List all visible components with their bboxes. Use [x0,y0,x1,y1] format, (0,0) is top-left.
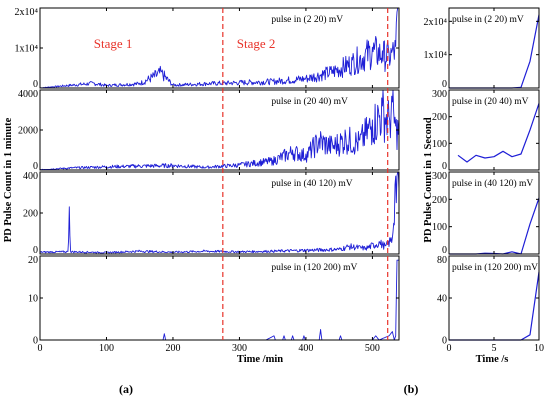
b-panel-1-ytick-label-2: 2x10⁴ [424,17,448,28]
b-series-line-2 [457,103,540,163]
a-xtick-label-5: 500 [365,343,380,354]
b-series-line-4 [449,271,540,341]
b-series-line-3 [449,197,540,255]
b-panel-4-ytick-label-0: 0 [442,336,447,347]
a-panel-4-ytick-label-0: 0 [33,336,38,347]
chart-a-sublabel: (a) [119,382,133,396]
stage-label-1: Stage 1 [94,36,133,51]
chart-b-lines [449,14,540,341]
a-xtick-label-4: 400 [298,343,313,354]
b-panel-3-ytick-label-0: 0 [442,245,447,256]
chart-b-sublabel: (b) [404,382,419,396]
b-panel-1-ytick-label-1: 1x10⁴ [424,50,448,61]
a-panel-3-ytick-label-0: 0 [33,245,38,256]
a-panel-label-4: pulse in (120 200) mV [271,262,357,273]
chart-a-frames [39,7,400,341]
b-panel-label-1: pulse in (2 20) mV [452,14,524,25]
b-panel-2-ytick-label-0: 0 [442,161,447,172]
a-panel-label-1: pulse in (2 20) mV [271,14,343,25]
a-panel-1-ytick-label-0: 0 [33,79,38,90]
chart-b-y-axis-title: PD Pulse Count in 1 Second [423,117,434,242]
b-panel-2-ytick-label-3: 300 [432,89,447,100]
b-panel-label-2: pulse in (20 40) mV [452,96,529,107]
chart-a-lines [39,7,400,341]
chart-b-frames [448,7,540,341]
b-panel-label-4: pulse in (120 200) mV [452,262,538,273]
chart-b-x-axis-title: Time /s [476,354,509,365]
a-panel-3-ytick-label-1: 200 [23,209,38,220]
b-series-line-1 [449,14,540,89]
a-series-line-2 [40,89,400,171]
b-xtick-label-2: 10 [534,343,544,354]
b-panel-3-ytick-label-1: 100 [432,222,447,233]
chart-a-x-axis-title: Time /min [237,354,283,365]
b-panel-3-ytick-label-3: 300 [432,171,447,182]
b-panel-label-3: pulse in (40 120) mV [452,178,533,189]
a-xtick-label-2: 200 [165,343,180,354]
a-panel-3-ytick-label-2: 400 [23,171,38,182]
a-panel-2-ytick-label-1: 2000 [18,126,38,137]
a-panel-1-ytick-label-2: 2x10⁴ [15,7,39,18]
a-panel-2-ytick-label-0: 0 [33,161,38,172]
chart-a-y-axis-title: PD Pulse Count in 1 minute [3,117,14,242]
a-panel-1-ytick-label-1: 1x10⁴ [15,44,39,55]
a-xtick-label-1: 100 [99,343,114,354]
a-series-line-3 [39,171,400,254]
b-panel-1-ytick-label-0: 0 [442,79,447,90]
b-panel-4-ytick-label-2: 80 [437,255,447,266]
b-panel-4-ytick-label-1: 40 [437,294,447,305]
a-panel-label-2: pulse in (20 40) mV [271,96,348,107]
a-xtick-label-3: 300 [232,343,247,354]
b-xtick-label-1: 5 [492,343,497,354]
b-panel-3-ytick-label-2: 200 [432,195,447,206]
b-xtick-label-0: 0 [447,343,452,354]
a-panel-label-3: pulse in (40 120) mV [271,178,352,189]
stage-label-2: Stage 2 [237,36,276,51]
a-panel-4-ytick-label-1: 10 [28,294,38,305]
b-panel-2-ytick-label-2: 200 [432,112,447,123]
a-panel-4-ytick-label-2: 20 [28,255,38,266]
b-panel-2-ytick-label-1: 100 [432,139,447,150]
a-xtick-label-0: 0 [38,343,43,354]
a-panel-2-ytick-label-2: 4000 [18,89,38,100]
a-series-line-1 [39,7,399,89]
